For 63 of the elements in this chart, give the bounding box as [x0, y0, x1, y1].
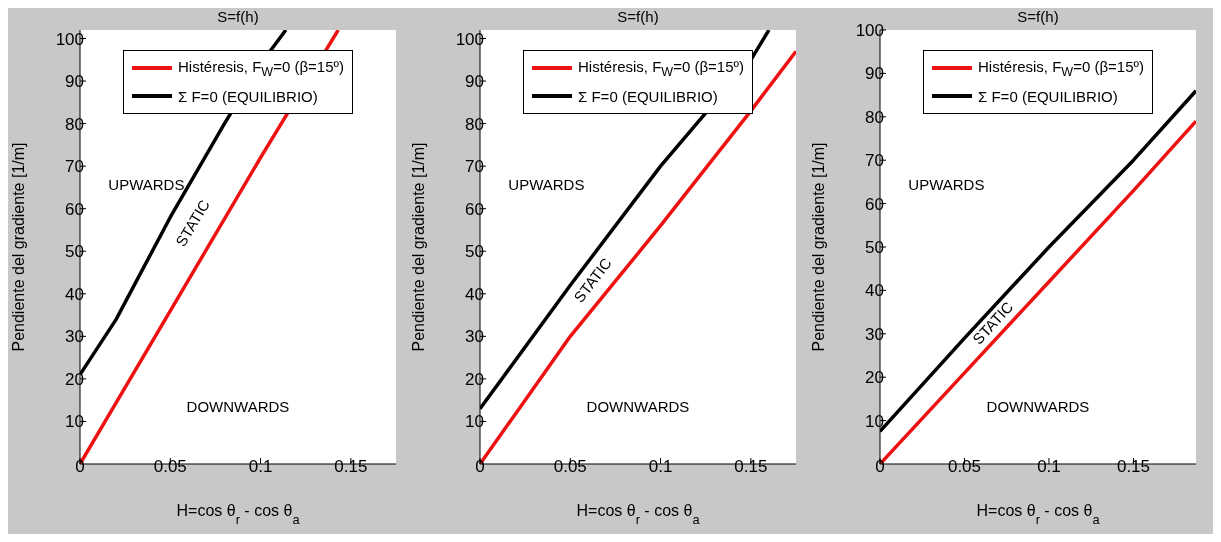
x-axis-title: H=cos θ$_{r}$ - cos θ$_{a}$: [576, 502, 701, 527]
y-tick-label: 60: [465, 199, 484, 219]
x-tick-label: 0: [75, 457, 85, 477]
x-tick-label: 0.05: [153, 457, 187, 477]
legend-label: Histéresis, F$_{W}$=0 (β=15º): [178, 57, 344, 79]
y-tick-label: 60: [865, 194, 884, 214]
chart-title: S=f(h): [217, 8, 259, 25]
y-tick-label: 50: [865, 238, 884, 258]
y-tick-label: 70: [65, 157, 84, 177]
x-tick-label: 0.15: [1116, 457, 1151, 477]
legend-label: Histéresis, F$_{W}$=0 (β=15º): [578, 57, 744, 79]
x-tick-label: 0.15: [734, 457, 768, 477]
x-axis-title: H=cos θ$_{r}$ - cos θ$_{a}$: [976, 502, 1101, 527]
x-axis-title: H=cos θ$_{r}$ - cos θ$_{a}$: [176, 502, 301, 527]
y-tick-label: 20: [865, 368, 884, 388]
y-tick-label: 100: [855, 21, 884, 41]
y-tick-label: 90: [465, 72, 484, 92]
x-tick-label: 0.1: [648, 457, 673, 477]
y-tick-label: 40: [465, 284, 484, 304]
y-tick-label: 40: [865, 281, 884, 301]
annotation: DOWNWARDS: [986, 397, 1090, 415]
annotation: UPWARDS: [108, 176, 185, 194]
y-axis-title: Pendiente del gradiente [1/m]: [10, 142, 28, 352]
x-tick-label: 0.15: [334, 457, 368, 477]
y-tick-label: 70: [465, 157, 484, 177]
x-tick-label: 0.1: [248, 457, 273, 477]
y-tick-label: 20: [465, 369, 484, 389]
y-tick-label: 10: [465, 412, 484, 432]
annotation: UPWARDS: [908, 176, 985, 194]
y-tick-label: 10: [865, 411, 884, 431]
y-tick-label: 50: [65, 242, 84, 262]
annotation: DOWNWARDS: [186, 397, 290, 415]
x-tick-label: 0.1: [1037, 457, 1061, 477]
y-tick-label: 80: [65, 114, 84, 134]
y-tick-label: 90: [865, 64, 884, 84]
y-tick-label: 100: [55, 29, 84, 49]
chart-title: S=f(h): [1017, 8, 1059, 25]
y-tick-label: 60: [65, 199, 84, 219]
y-tick-label: 50: [465, 242, 484, 262]
annotation: UPWARDS: [508, 176, 585, 194]
y-axis-title: Pendiente del gradiente [1/m]: [410, 142, 428, 352]
y-tick-label: 10: [65, 412, 84, 432]
legend-label: Σ F=0 (EQUILIBRIO): [178, 87, 318, 105]
chart-title: S=f(h): [617, 8, 659, 25]
legend-label: Σ F=0 (EQUILIBRIO): [978, 87, 1118, 105]
y-tick-label: 80: [865, 107, 884, 127]
y-tick-label: 90: [65, 72, 84, 92]
y-tick-label: 30: [65, 327, 84, 347]
y-tick-label: 20: [65, 369, 84, 389]
y-tick-label: 100: [455, 29, 484, 49]
y-tick-label: 80: [465, 114, 484, 134]
legend-label: Σ F=0 (EQUILIBRIO): [578, 87, 718, 105]
y-tick-label: 30: [465, 327, 484, 347]
y-tick-label: 40: [65, 284, 84, 304]
x-tick-label: 0.05: [553, 457, 587, 477]
y-tick-label: 30: [865, 324, 884, 344]
y-axis-title: Pendiente del gradiente [1/m]: [810, 142, 828, 352]
x-tick-label: 0: [475, 457, 485, 477]
x-tick-label: 0.05: [947, 457, 982, 477]
y-tick-label: 70: [865, 151, 884, 171]
x-tick-label: 0: [875, 457, 885, 477]
legend-label: Histéresis, F$_{W}$=0 (β=15º): [978, 57, 1144, 79]
annotation: DOWNWARDS: [586, 397, 690, 415]
